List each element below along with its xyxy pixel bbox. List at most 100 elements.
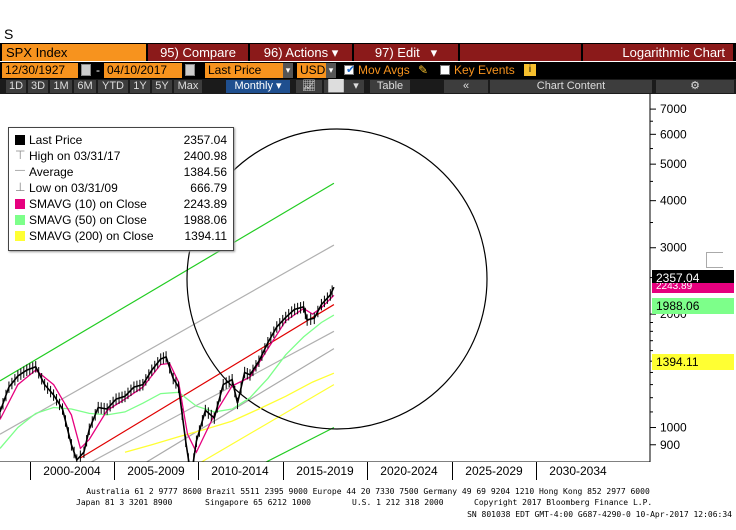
- x-axis-divider: [452, 462, 453, 480]
- chart-content-button[interactable]: Chart Content: [490, 80, 652, 93]
- footer-contacts: Australia 61 2 9777 8600 Brazil 5511 239…: [86, 487, 650, 496]
- x-tick-label: 2000-2004: [43, 464, 101, 478]
- key-events-checkbox[interactable]: [440, 65, 450, 75]
- header-spacer: [460, 44, 581, 61]
- period-button-1d[interactable]: 1D: [6, 80, 26, 93]
- chart-series: [0, 285, 335, 462]
- currency-select[interactable]: USD: [297, 63, 335, 78]
- line-chart-icon[interactable]: 📈︎: [296, 80, 322, 93]
- period-button-max[interactable]: Max: [174, 80, 202, 93]
- lower-channel-line: [89, 330, 335, 462]
- compare-button[interactable]: 95) Compare: [148, 44, 248, 61]
- sma200-channel-line: [200, 384, 335, 462]
- checkmark-icon: ✔: [346, 64, 356, 76]
- start-date-field[interactable]: 12/30/1927: [2, 63, 78, 78]
- pencil-icon[interactable]: ✎: [418, 63, 429, 77]
- footer-japan: Japan 81 3 3201 8900: [76, 498, 173, 507]
- frequency-label: Monthly: [234, 80, 273, 92]
- x-axis-divider: [367, 462, 368, 480]
- lower-support-line: [145, 348, 335, 462]
- chevron-down-icon[interactable]: ▾: [326, 63, 336, 78]
- x-axis-divider: [30, 462, 31, 480]
- support-trend-line: [80, 304, 335, 459]
- price-field-label: Last Price: [208, 63, 262, 77]
- legend-value: 666.79: [190, 181, 227, 195]
- legend-row[interactable]: ⊥ Low on 03/31/09 666.79: [13, 180, 229, 196]
- bar-chart-icon[interactable]: ██: [324, 80, 348, 93]
- price-field-select[interactable]: Last Price: [205, 63, 293, 78]
- y-tick-label: 7000: [660, 102, 687, 116]
- square-icon: [15, 135, 25, 145]
- series-smavg-200-on-close: [124, 372, 335, 453]
- last-price-tag: 2357.04: [652, 270, 734, 286]
- x-tick-label: 2015-2019: [296, 464, 354, 478]
- y-tick-label: 4000: [660, 194, 687, 208]
- sma200-price-tag: 1394.11: [652, 354, 734, 370]
- period-button-6m[interactable]: 6M: [74, 80, 96, 93]
- y-tick-label: 1000: [660, 421, 687, 435]
- calendar-icon[interactable]: [185, 64, 195, 76]
- scroll-handle[interactable]: [706, 252, 723, 268]
- compare-label: 95) Compare: [160, 45, 236, 60]
- legend-row[interactable]: ⊤ High on 03/31/17 2400.98: [13, 148, 229, 164]
- period-button-3d[interactable]: 3D: [28, 80, 48, 93]
- sma50-price-tag: 1988.06: [652, 298, 734, 314]
- legend-label: SMAVG (10) on Close: [29, 197, 147, 211]
- corner-label: S: [4, 26, 14, 42]
- info-icon[interactable]: i: [524, 64, 536, 76]
- square-icon: [15, 215, 25, 225]
- period-button-1y[interactable]: 1Y: [130, 80, 150, 93]
- y-tick-label: 6000: [660, 127, 687, 141]
- legend-label: Last Price: [29, 133, 83, 147]
- mid-channel-line: [0, 244, 335, 435]
- legend-row[interactable]: SMAVG (50) on Close 1988.06: [13, 212, 229, 228]
- gear-icon[interactable]: ⚙: [656, 80, 734, 93]
- chart-mode-title: Logarithmic Chart: [583, 44, 733, 61]
- legend-box[interactable]: Last Price 2357.04 ⊤ High on 03/31/17 2400.9…: [8, 127, 234, 251]
- chevron-down-icon: ▾: [430, 45, 438, 60]
- legend-label: Low on 03/31/09: [29, 181, 118, 195]
- low-marker-icon: ⊥: [15, 180, 26, 194]
- legend-label: SMAVG (50) on Close: [29, 213, 147, 227]
- average-marker-icon: —: [15, 165, 25, 176]
- legend-value: 1988.06: [183, 213, 227, 227]
- x-axis-divider: [536, 462, 537, 480]
- footer-us: U.S. 1 212 318 2000: [352, 498, 444, 507]
- chart-annotations: [0, 128, 488, 462]
- series-last-price: [0, 286, 335, 462]
- chevron-down-icon: ▾: [331, 45, 339, 60]
- chevron-down-icon[interactable]: ▾: [283, 63, 293, 78]
- annotation-circle: [186, 128, 488, 430]
- calendar-icon[interactable]: [81, 64, 91, 76]
- edit-menu-button[interactable]: 97) Edit ▾: [354, 44, 458, 61]
- x-tick-label: 2025-2029: [465, 464, 523, 478]
- actions-menu-button[interactable]: 96) Actions ▾: [250, 44, 352, 61]
- period-button-ytd[interactable]: YTD: [98, 80, 128, 93]
- period-button-5y[interactable]: 5Y: [152, 80, 172, 93]
- x-tick-label: 2005-2009: [127, 464, 185, 478]
- table-label: Table: [376, 80, 404, 92]
- frequency-select[interactable]: Monthly ▾: [226, 80, 290, 93]
- x-axis-divider: [114, 462, 115, 480]
- actions-label: 96) Actions: [263, 45, 329, 60]
- legend-row[interactable]: SMAVG (200) on Close 1394.11: [13, 228, 229, 244]
- edit-label: 97) Edit: [374, 45, 420, 60]
- footer-session: SN 801038 EDT GMT-4:00 G687-4290-0 10-Ap…: [467, 510, 732, 519]
- sma10-price-tag: 2243.89: [652, 283, 734, 293]
- x-axis: 2000-2004 2005-2009 2010-2014 2015-2019 2020…: [0, 462, 650, 482]
- legend-row[interactable]: Last Price 2357.04: [13, 132, 229, 148]
- footer-singapore: Singapore 65 6212 1000: [205, 498, 311, 507]
- collapse-left-icon[interactable]: «: [444, 80, 488, 93]
- period-button-1m[interactable]: 1M: [50, 80, 72, 93]
- legend-row[interactable]: SMAVG (10) on Close 2243.89: [13, 196, 229, 212]
- table-button[interactable]: Table: [370, 80, 410, 93]
- legend-label: High on 03/31/17: [29, 149, 121, 163]
- chevron-down-icon[interactable]: ▾: [348, 80, 364, 93]
- end-date-field[interactable]: 04/10/2017: [104, 63, 182, 78]
- ticker-field[interactable]: SPX Index: [2, 44, 146, 61]
- mov-avgs-checkbox[interactable]: ✔: [344, 64, 356, 76]
- x-axis-divider: [198, 462, 199, 480]
- legend-row[interactable]: — Average 1384.56: [13, 164, 229, 180]
